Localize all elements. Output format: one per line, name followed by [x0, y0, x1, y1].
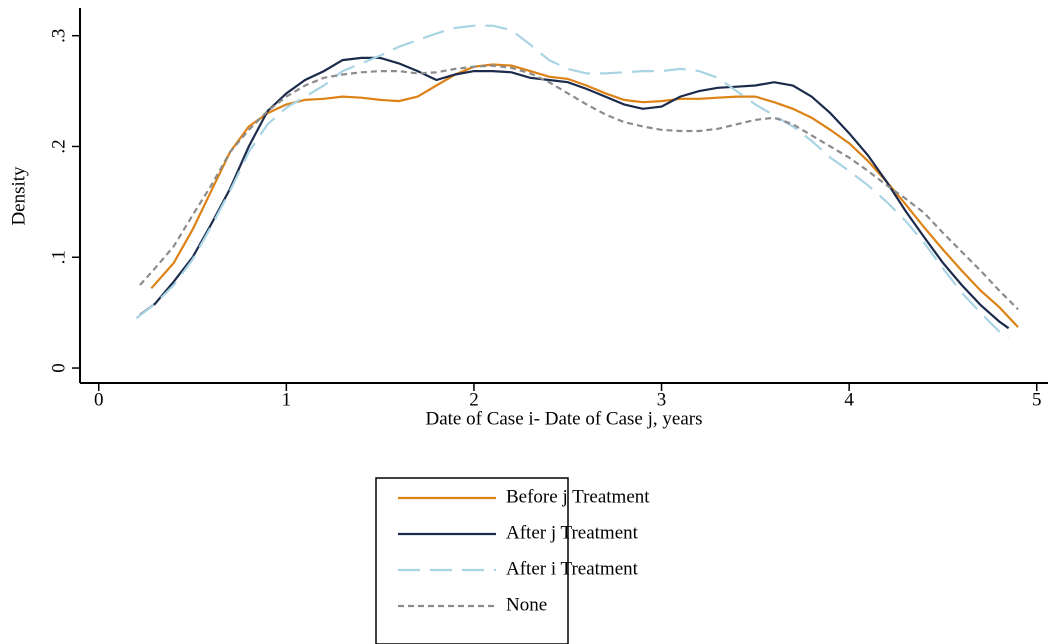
x-tick-label: 4 — [844, 389, 854, 410]
series-line — [139, 56, 1010, 330]
y-tick-label: 0 — [48, 363, 69, 373]
x-tick-label: 2 — [469, 389, 479, 410]
legend-label: After j Treatment — [506, 522, 639, 543]
legend-label: Before j Treatment — [506, 486, 650, 507]
x-tick-label: 1 — [282, 389, 292, 410]
x-tick-label: 5 — [1032, 389, 1042, 410]
legend-label: None — [506, 594, 547, 615]
y-tick-label: .1 — [48, 250, 69, 264]
x-axis-label: Date of Case i- Date of Case j, years — [426, 408, 703, 429]
x-tick-label: 0 — [94, 389, 104, 410]
x-tick-label: 3 — [657, 389, 667, 410]
y-tick-label: .3 — [48, 29, 69, 43]
y-tick-label: .2 — [48, 139, 69, 153]
y-axis-label: Density — [8, 166, 29, 226]
series-line — [135, 24, 1010, 338]
legend-label: After i Treatment — [506, 558, 639, 579]
legend-box — [375, 477, 569, 644]
series-line — [139, 64, 1019, 311]
